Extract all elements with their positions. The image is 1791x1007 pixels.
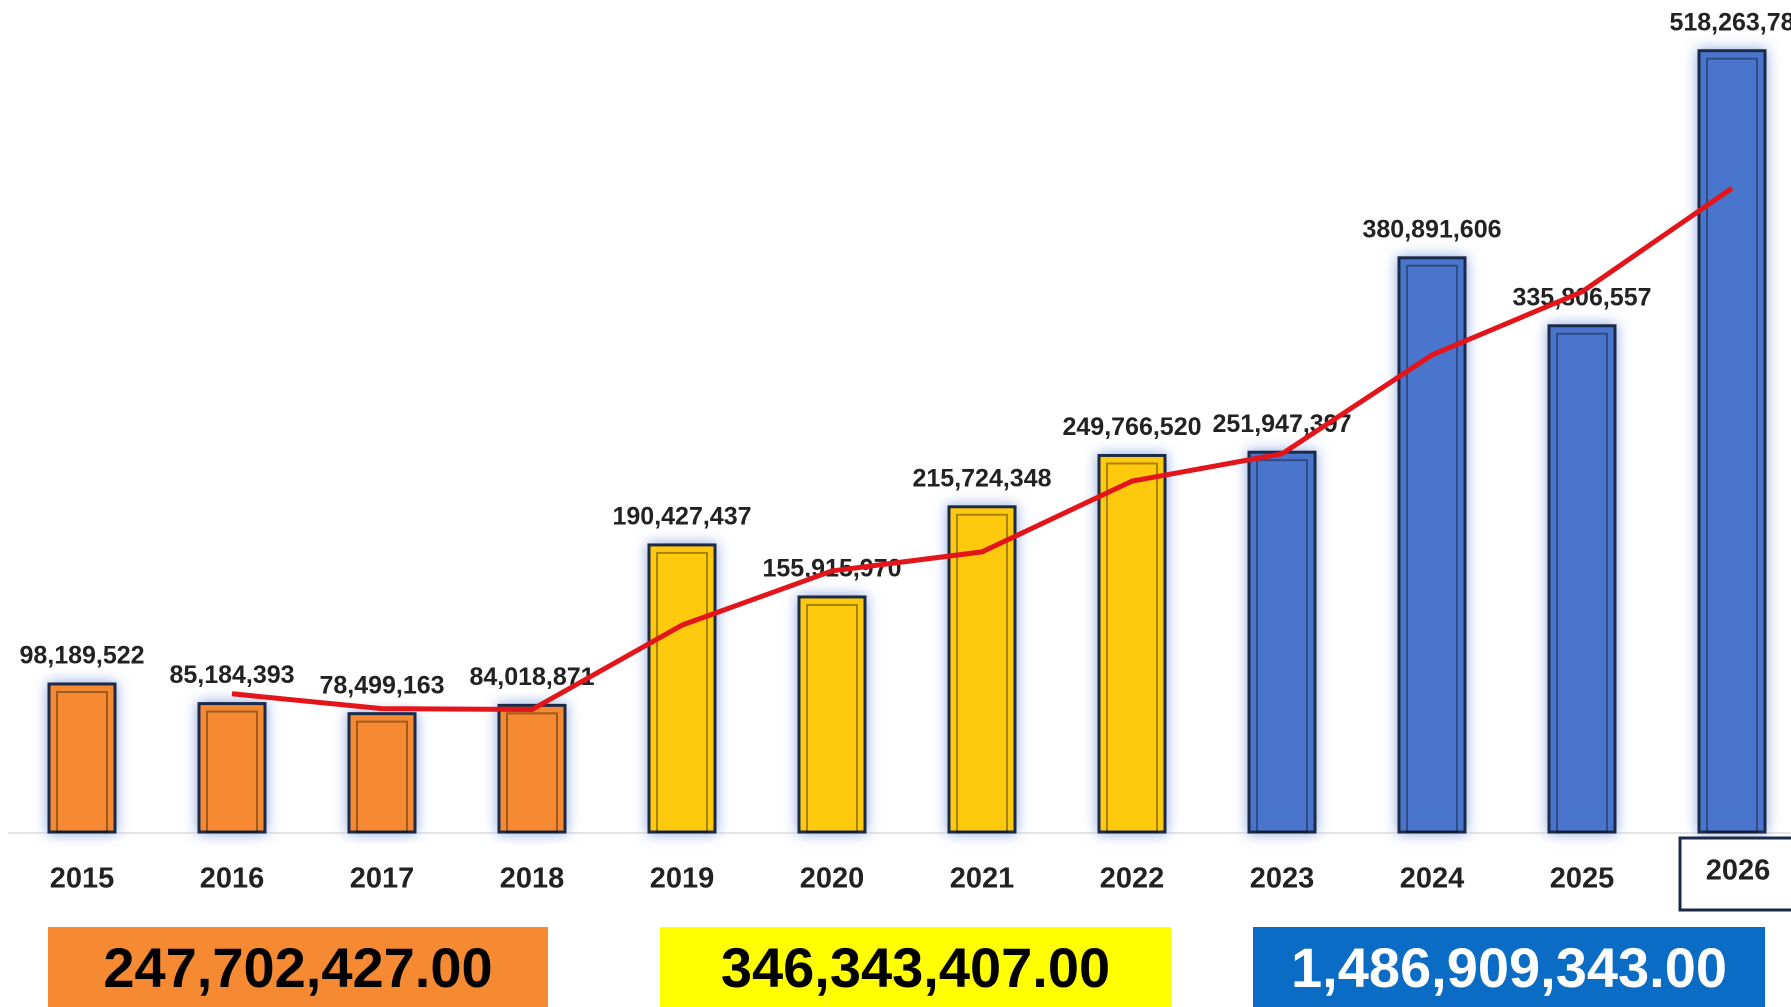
bar-inner xyxy=(1256,459,1308,833)
highlight-box xyxy=(1678,836,1791,912)
bar xyxy=(1247,450,1317,834)
value-label: 215,724,348 xyxy=(912,464,1051,492)
bar xyxy=(647,543,717,834)
total-box xyxy=(1253,927,1765,1007)
value-label: 98,189,522 xyxy=(19,642,144,670)
bar xyxy=(47,682,117,834)
x-tick-label: 2019 xyxy=(650,863,715,895)
value-label: 85,184,393 xyxy=(169,661,294,689)
total-label: 247,702,427.00 xyxy=(103,936,492,999)
bar xyxy=(947,505,1017,834)
total-box xyxy=(660,927,1171,1007)
x-tick-label: 2018 xyxy=(500,863,565,895)
bar-inner xyxy=(506,712,558,833)
bar xyxy=(1097,453,1167,834)
total-label: 346,343,407.00 xyxy=(721,936,1110,999)
x-tick-label: 2021 xyxy=(950,863,1015,895)
bar-inner xyxy=(956,513,1008,833)
x-tick-label: 2026 xyxy=(1706,855,1771,887)
value-label: 518,263,78 xyxy=(1669,8,1791,36)
bar xyxy=(1697,49,1767,834)
bar xyxy=(347,712,417,834)
bar-inner xyxy=(656,551,708,833)
bar xyxy=(497,703,567,834)
value-label: 78,499,163 xyxy=(319,671,444,699)
bar-inner xyxy=(206,710,258,833)
x-tick-label: 2024 xyxy=(1400,863,1465,895)
x-tick-label: 2025 xyxy=(1550,863,1615,895)
value-label: 249,766,520 xyxy=(1062,413,1201,441)
x-tick-label: 2015 xyxy=(50,863,115,895)
total-label: 1,486,909,343.00 xyxy=(1291,936,1727,999)
bar-inner xyxy=(56,690,108,833)
bar-inner xyxy=(1106,462,1158,833)
trend-line xyxy=(231,186,1734,712)
x-tick-label: 2017 xyxy=(350,863,415,895)
value-label: 190,427,437 xyxy=(612,503,751,531)
bar xyxy=(797,595,867,834)
x-tick-label: 2016 xyxy=(200,863,265,895)
value-label: 335,806,557 xyxy=(1512,283,1651,311)
x-tick-label: 2023 xyxy=(1250,863,1315,895)
bar xyxy=(1547,324,1617,834)
total-box xyxy=(48,927,548,1007)
value-label: 380,891,606 xyxy=(1362,215,1501,243)
bar-inner xyxy=(1706,57,1758,833)
bar-inner xyxy=(356,720,408,834)
bar-inner xyxy=(1556,332,1608,833)
bar xyxy=(197,702,267,834)
bar-inner xyxy=(806,603,858,834)
x-tick-label: 2022 xyxy=(1100,863,1165,895)
bar-inner xyxy=(1406,264,1458,833)
x-tick-label: 2020 xyxy=(800,863,865,895)
